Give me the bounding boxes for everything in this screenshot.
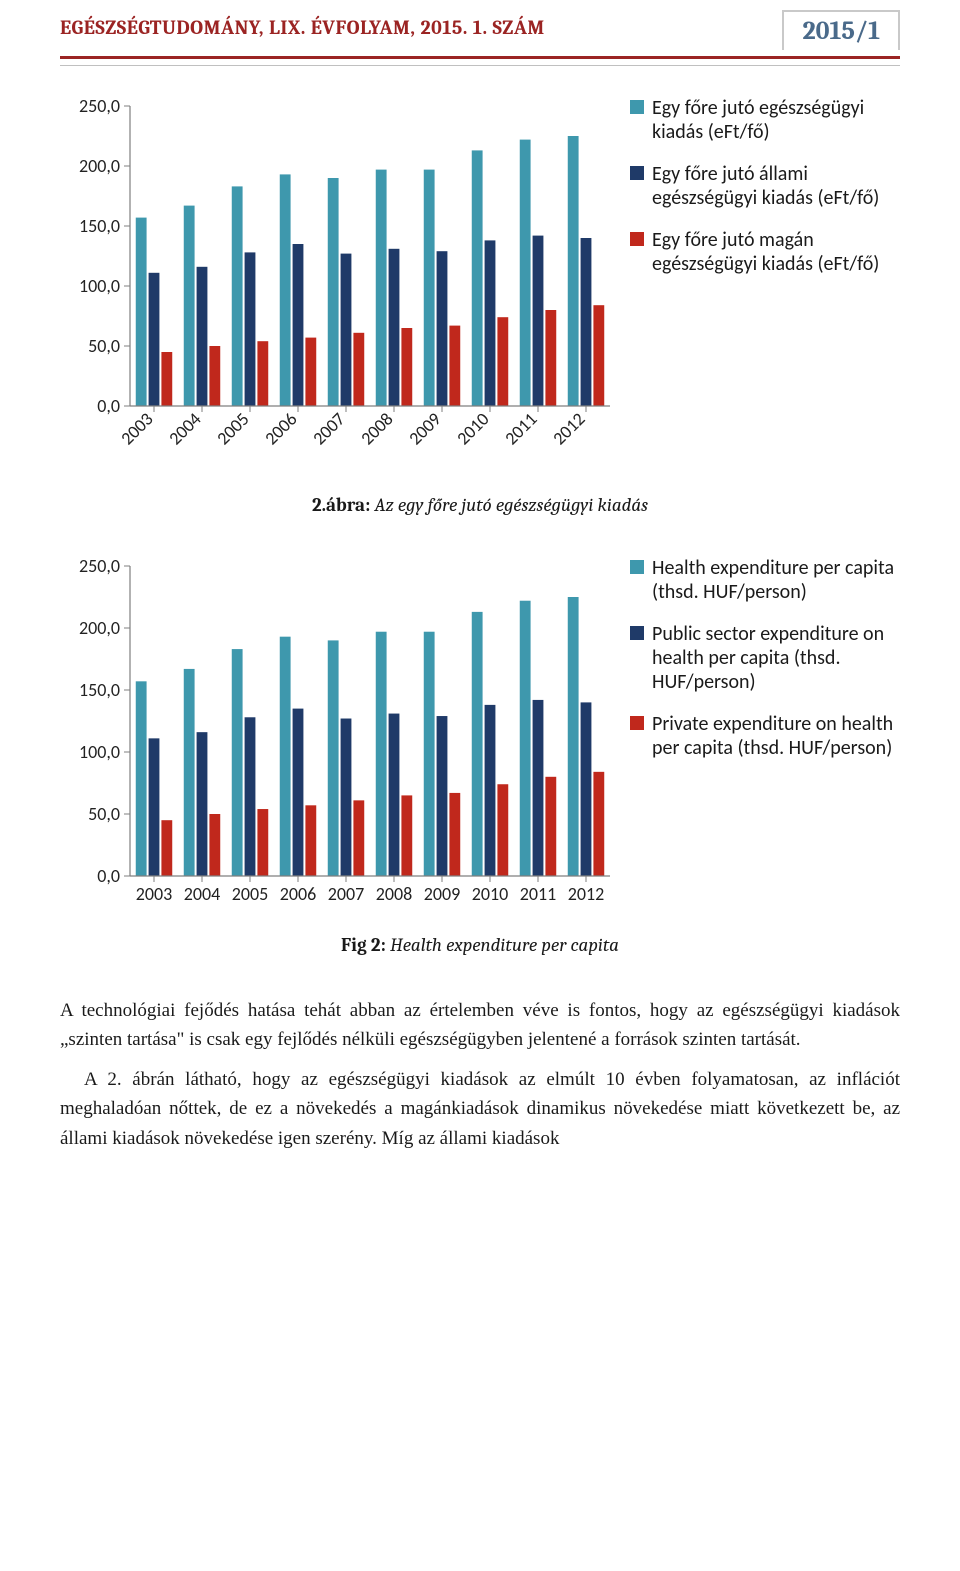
svg-text:0,0: 0,0 (97, 865, 120, 887)
issue-badge: 2015/1 (782, 10, 900, 50)
legend-swatch (630, 100, 644, 114)
chart2-legend: Health expenditure per capita (thsd. HUF… (630, 556, 900, 778)
legend-swatch (630, 626, 644, 640)
svg-text:2011: 2011 (500, 408, 541, 449)
chart2-caption-italic: Health expenditure per capita (386, 934, 619, 956)
chart1-caption-italic: Az egy főre jutó egészségügyi kiadás (370, 494, 648, 516)
svg-text:200,0: 200,0 (79, 617, 120, 639)
svg-text:2007: 2007 (308, 408, 349, 449)
legend-item: Egy főre jutó egészségügyi kiadás (eFt/f… (630, 96, 900, 144)
svg-text:2010: 2010 (472, 883, 509, 905)
legend-label: Health expenditure per capita (thsd. HUF… (652, 556, 900, 604)
svg-text:200,0: 200,0 (79, 155, 120, 177)
svg-text:2008: 2008 (356, 408, 397, 449)
svg-text:250,0: 250,0 (79, 556, 120, 577)
svg-text:2012: 2012 (548, 408, 589, 449)
svg-text:250,0: 250,0 (79, 96, 120, 117)
legend-swatch (630, 232, 644, 246)
svg-text:2003: 2003 (136, 883, 173, 905)
legend-swatch (630, 560, 644, 574)
chart2-block: 0,0 50,0 100,0 150,0 200,0 250,0 2003 2004 2005 2… (60, 556, 900, 956)
svg-text:2006: 2006 (260, 408, 301, 449)
legend-item: Private expenditure on health per capita… (630, 712, 900, 760)
svg-text:0,0: 0,0 (97, 395, 120, 417)
chart1-svg: 0,050,0100,0150,0200,0250,02003200420052… (60, 96, 620, 476)
legend-swatch (630, 716, 644, 730)
svg-text:2004: 2004 (184, 883, 221, 905)
paragraph-2: A 2. ábrán látható, hogy az egészségügyi… (60, 1065, 900, 1153)
svg-text:2012: 2012 (568, 883, 605, 905)
chart2-caption: Fig 2: Health expenditure per capita (60, 934, 900, 956)
legend-item: Egy főre jutó állami egészségügyi kiadás… (630, 162, 900, 210)
svg-text:2009: 2009 (424, 883, 461, 905)
legend-label: Public sector expenditure on health per … (652, 622, 900, 694)
legend-label: Egy főre jutó állami egészségügyi kiadás… (652, 162, 900, 210)
legend-item: Egy főre jutó magán egészségügyi kiadás … (630, 228, 900, 276)
svg-text:2005: 2005 (232, 883, 269, 905)
paragraph-1: A technológiai fejődés hatása tehát abba… (60, 996, 900, 1055)
chart1-block: 0,050,0100,0150,0200,0250,02003200420052… (60, 96, 900, 516)
svg-text:2007: 2007 (328, 883, 365, 905)
chart1-caption: 2.ábra: Az egy főre jutó egészségügyi ki… (60, 494, 900, 516)
svg-text:50,0: 50,0 (88, 335, 120, 357)
body-text: A technológiai fejődés hatása tehát abba… (60, 996, 900, 1153)
svg-text:100,0: 100,0 (79, 275, 120, 297)
svg-text:2011: 2011 (520, 883, 557, 905)
svg-text:2005: 2005 (212, 408, 253, 449)
legend-label: Egy főre jutó egészségügyi kiadás (eFt/f… (652, 96, 900, 144)
chart2-svg: 0,0 50,0 100,0 150,0 200,0 250,0 2003 2004 2005 2… (60, 556, 620, 916)
svg-text:150,0: 150,0 (79, 215, 120, 237)
svg-text:2010: 2010 (452, 408, 493, 449)
legend-item: Public sector expenditure on health per … (630, 622, 900, 694)
svg-text:2003: 2003 (116, 408, 157, 449)
journal-title: EGÉSZSÉGTUDOMÁNY, LIX. ÉVFOLYAM, 2015. 1… (60, 10, 782, 50)
chart1-legend: Egy főre jutó egészségügyi kiadás (eFt/f… (630, 96, 900, 294)
header-rule (60, 56, 900, 66)
svg-text:2008: 2008 (376, 883, 413, 905)
page-header: EGÉSZSÉGTUDOMÁNY, LIX. ÉVFOLYAM, 2015. 1… (60, 10, 900, 50)
svg-text:2009: 2009 (404, 408, 445, 449)
svg-text:50,0: 50,0 (88, 803, 120, 825)
svg-text:2006: 2006 (280, 883, 317, 905)
legend-label: Egy főre jutó magán egészségügyi kiadás … (652, 228, 900, 276)
svg-text:100,0: 100,0 (79, 741, 120, 763)
chart1-caption-bold: 2.ábra: (312, 494, 370, 516)
legend-item: Health expenditure per capita (thsd. HUF… (630, 556, 900, 604)
legend-label: Private expenditure on health per capita… (652, 712, 900, 760)
legend-swatch (630, 166, 644, 180)
page: EGÉSZSÉGTUDOMÁNY, LIX. ÉVFOLYAM, 2015. 1… (0, 10, 960, 1203)
svg-text:150,0: 150,0 (79, 679, 120, 701)
svg-text:2004: 2004 (164, 408, 205, 449)
chart2-caption-bold: Fig 2: (341, 934, 386, 956)
